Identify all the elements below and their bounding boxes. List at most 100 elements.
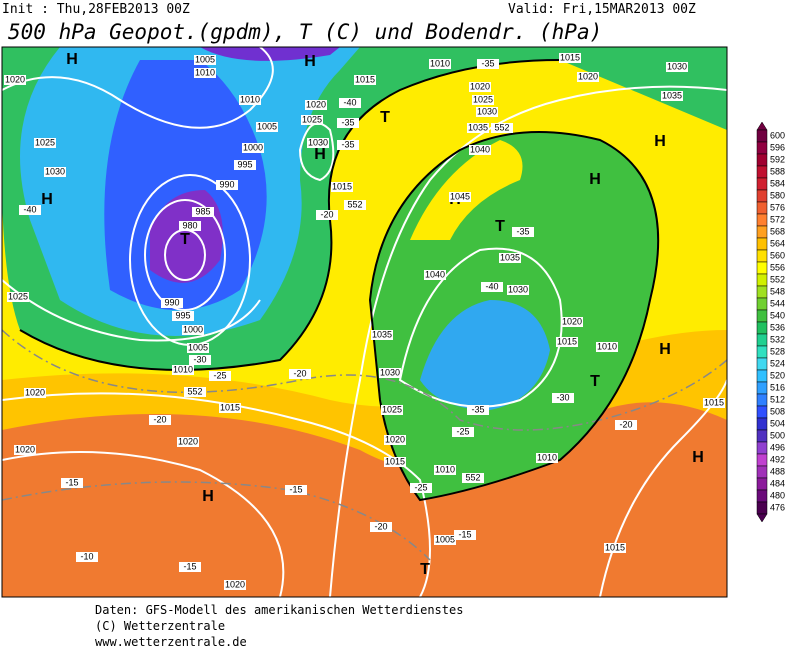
label-bg — [339, 98, 361, 108]
label-bg — [179, 562, 201, 572]
contour-label: 1030 — [380, 367, 400, 377]
colorbar-label: 564 — [770, 238, 785, 248]
contour-label: 1015 — [557, 336, 577, 346]
label-bg — [209, 371, 231, 381]
label-bg — [4, 75, 26, 85]
label-bg — [596, 342, 618, 352]
label-bg — [187, 343, 209, 353]
map-labels: HHHHHHHHHHTTTTT1020102510301025102010201… — [4, 51, 725, 590]
label-bg — [224, 580, 246, 590]
label-bg — [34, 138, 56, 148]
label-bg — [194, 68, 216, 78]
contour-label: -35 — [341, 117, 354, 127]
colorbar-label: 528 — [770, 346, 785, 356]
contour-label: -40 — [23, 204, 36, 214]
field-purple-north — [200, 47, 340, 61]
colorbar-box — [756, 321, 768, 335]
label-bg — [354, 75, 376, 85]
init-time: Init : Thu,28FEB2013 00Z — [2, 2, 190, 17]
label-bg — [316, 210, 338, 220]
contour-label: 1035 — [372, 329, 392, 339]
isobar — [329, 85, 727, 597]
isobar — [2, 47, 274, 129]
colorbar-box — [756, 429, 768, 443]
colorbar-label: 504 — [770, 418, 785, 428]
contour-label: 1010 — [195, 67, 215, 77]
contour-label: 1010 — [597, 341, 617, 351]
contour-label: -25 — [213, 370, 226, 380]
colorbar-box — [756, 369, 768, 383]
map-frame — [1, 46, 728, 598]
colorbar-label: 480 — [770, 490, 785, 500]
colorbar-label: 556 — [770, 262, 785, 272]
label-bg — [331, 182, 353, 192]
pressure-center: T — [495, 218, 505, 235]
colorbar-box — [756, 393, 768, 407]
label-bg — [410, 483, 432, 493]
colorbar-box — [756, 405, 768, 419]
contour-label: 1020 — [178, 436, 198, 446]
label-bg — [661, 91, 683, 101]
contour-label: -10 — [80, 551, 93, 561]
colorbar-box — [756, 489, 768, 503]
label-bg — [615, 420, 637, 430]
label-bg — [434, 535, 456, 545]
colorbar-box — [756, 153, 768, 167]
contour-label: 995 — [237, 159, 252, 169]
label-bg — [559, 53, 581, 63]
contour-label: 1045 — [450, 191, 470, 201]
contour-label: 1025 — [302, 114, 322, 124]
contour-label: 1025 — [8, 291, 28, 301]
label-bg — [384, 457, 406, 467]
label-bg — [507, 285, 529, 295]
contour-label: -20 — [374, 521, 387, 531]
contour-label: 1010 — [537, 452, 557, 462]
contour-label: 552 — [187, 386, 202, 396]
contour-label: 1030 — [308, 137, 328, 147]
field-yellow-scandinavia — [410, 140, 523, 240]
map-title: 500 hPa Geopot.(gpdm), T (C) und Bodendr… — [8, 20, 602, 44]
label-bg — [172, 365, 194, 375]
colorbar-box — [756, 297, 768, 311]
contour-label: -30 — [193, 354, 206, 364]
colorbar-box — [756, 357, 768, 371]
label-bg — [449, 192, 471, 202]
label-bg — [469, 82, 491, 92]
contour-label: 1030 — [508, 284, 528, 294]
colorbar-box — [756, 213, 768, 227]
label-bg — [61, 478, 83, 488]
pressure-center: H — [304, 53, 316, 70]
contour-label: 980 — [182, 220, 197, 230]
pressure-center: H — [654, 133, 666, 150]
label-bg — [307, 138, 329, 148]
contour-label: 1015 — [355, 74, 375, 84]
contour-label: 1015 — [385, 456, 405, 466]
label-bg — [512, 227, 534, 237]
contour-label: 995 — [175, 310, 190, 320]
colorbar-box — [756, 453, 768, 467]
label-bg — [44, 167, 66, 177]
contour-552 — [19, 59, 561, 371]
colorbar-label: 560 — [770, 250, 785, 260]
contour-label: 1025 — [35, 137, 55, 147]
contour-label: 1000 — [183, 324, 203, 334]
label-bg — [337, 140, 359, 150]
contour-label: 1005 — [195, 54, 215, 64]
label-bg — [289, 369, 311, 379]
label-bg — [577, 72, 599, 82]
colorbar-label: 584 — [770, 178, 785, 188]
contour-label: 552 — [494, 122, 509, 132]
colorbar-label: 540 — [770, 310, 785, 320]
contour-label: -35 — [516, 226, 529, 236]
contour-label: -25 — [456, 426, 469, 436]
label-bg — [384, 435, 406, 445]
label-bg — [194, 55, 216, 65]
isobar — [2, 451, 285, 597]
label-bg — [381, 405, 403, 415]
contour-label: 552 — [347, 199, 362, 209]
pressure-center: T — [420, 561, 430, 578]
label-bg — [337, 118, 359, 128]
label-bg — [192, 207, 214, 217]
pressure-center: H — [202, 488, 214, 505]
contour-label: 1010 — [240, 94, 260, 104]
